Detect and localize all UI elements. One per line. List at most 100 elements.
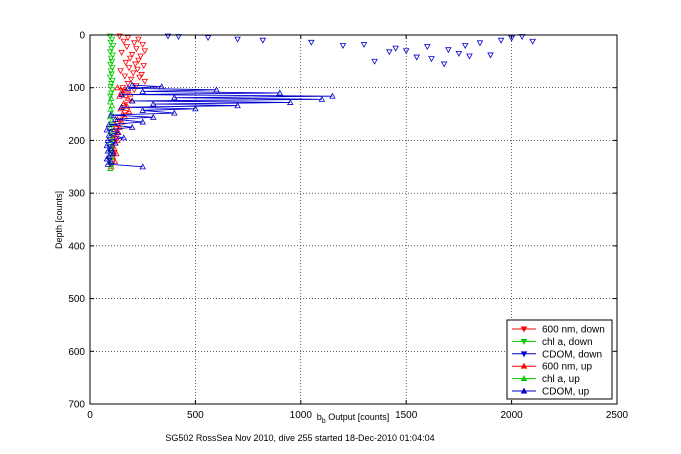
data-point: [124, 35, 132, 42]
data-point: [386, 49, 393, 56]
data-point: [158, 83, 165, 90]
data-point: [121, 73, 129, 80]
data-point: [103, 155, 111, 162]
data-point: [136, 74, 143, 81]
x-tick-label: 0: [87, 410, 93, 421]
data-point: [137, 53, 144, 60]
data-point: [117, 68, 124, 75]
data-point: [139, 118, 146, 125]
data-point: [116, 33, 123, 40]
data-point: [424, 44, 431, 51]
y-axis-label: Depth [counts]: [54, 191, 64, 249]
y-tick-label: 400: [68, 241, 85, 252]
data-point: [213, 86, 220, 93]
data-point: [402, 48, 410, 55]
data-point: [445, 47, 452, 54]
legend-swatch-marker: [520, 362, 528, 369]
x-axis-label-subscript: b: [322, 418, 326, 425]
data-point: [164, 33, 172, 40]
data-point: [105, 121, 113, 128]
data-point: [127, 76, 135, 83]
series-600-nm-down: [116, 33, 149, 94]
data-point: [118, 103, 125, 110]
chart-caption: SG502 RossSea Nov 2010, dive 255 started…: [165, 433, 434, 443]
x-axis-label-rest: Output [counts]: [326, 412, 390, 422]
legend-swatch-marker: [520, 326, 528, 333]
data-point: [112, 139, 119, 146]
legend-swatch-marker: [520, 338, 528, 345]
data-point: [139, 87, 146, 94]
x-axis-label: bb Output [counts]: [317, 412, 389, 425]
data-point: [106, 74, 114, 81]
data-point: [487, 52, 494, 59]
x-axis-label-main: b: [317, 412, 322, 422]
data-point: [112, 115, 119, 122]
series-chl-a-down: [106, 33, 117, 100]
data-point: [122, 86, 130, 93]
data-point: [286, 99, 294, 105]
x-tick-label: 500: [187, 410, 204, 421]
data-point: [413, 54, 421, 61]
data-point: [113, 150, 120, 157]
data-point: [109, 150, 117, 157]
x-tick-label: 2500: [606, 410, 629, 421]
data-point: [234, 102, 241, 109]
data-point: [139, 106, 146, 113]
data-point: [114, 137, 121, 143]
y-tick-label: 700: [68, 400, 85, 411]
plot-frame: [89, 34, 618, 405]
data-point: [125, 108, 133, 114]
data-point: [455, 50, 463, 57]
legend-item-chl-a-down: chl a, down: [512, 337, 593, 348]
data-point: [466, 53, 473, 60]
x-tick-label: 1500: [395, 410, 418, 421]
legend-item-600-nm-up: 600 nm, up: [512, 362, 592, 373]
y-tick-label: 600: [68, 347, 85, 358]
data-point: [109, 77, 116, 84]
data-point: [440, 61, 448, 68]
legend-label: 600 nm, up: [542, 362, 592, 373]
data-point: [171, 109, 178, 116]
data-point: [107, 62, 114, 68]
data-point: [476, 40, 484, 47]
data-point: [106, 33, 114, 40]
data-point: [124, 81, 132, 87]
data-point: [128, 81, 136, 88]
legend-label: chl a, down: [542, 337, 593, 348]
data-point: [339, 43, 347, 49]
data-point: [104, 160, 112, 167]
data-point: [109, 52, 117, 59]
data-point: [108, 102, 116, 109]
data-point: [108, 87, 116, 94]
data-point: [129, 70, 137, 77]
data-point: [106, 164, 114, 171]
data-point: [134, 66, 141, 73]
data-point: [107, 90, 115, 97]
y-tick-label: 500: [68, 294, 85, 305]
data-point: [529, 38, 536, 45]
data-point: [135, 36, 142, 43]
data-point: [461, 43, 469, 49]
data-point: [104, 137, 112, 143]
data-point: [105, 131, 113, 138]
data-point: [118, 49, 125, 56]
data-point: [108, 36, 116, 43]
data-point: [139, 42, 146, 48]
legend-label: CDOM, down: [542, 349, 602, 360]
data-point: [106, 49, 114, 56]
data-point: [109, 43, 117, 49]
data-point: [105, 152, 113, 159]
grid-lines: [90, 35, 617, 404]
data-point: [140, 63, 148, 69]
data-point: [107, 39, 114, 46]
data-point: [108, 81, 115, 87]
data-point: [318, 95, 326, 102]
data-point: [141, 78, 149, 85]
data-point: [114, 84, 121, 91]
data-point: [130, 40, 138, 47]
y-tick-label: 200: [68, 136, 85, 147]
series-layer: [103, 33, 536, 171]
data-point: [234, 36, 241, 43]
x-tick-label: 1000: [290, 410, 313, 421]
